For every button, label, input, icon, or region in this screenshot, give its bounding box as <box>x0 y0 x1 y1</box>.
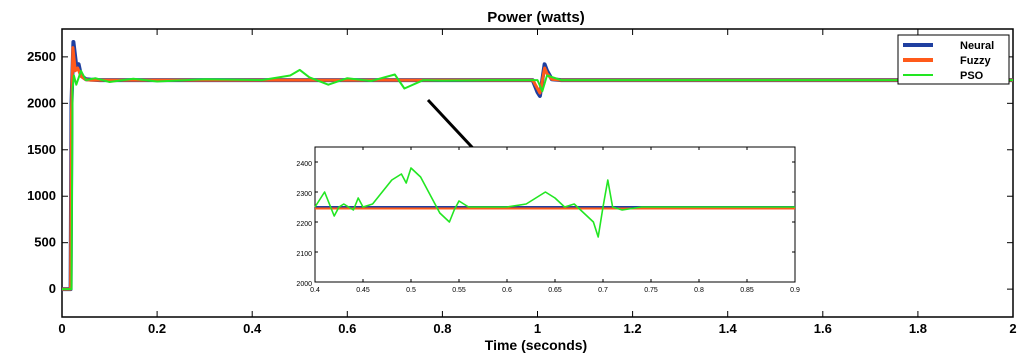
x-axis-label: Time (seconds) <box>485 337 587 353</box>
inset-ytick-label: 2200 <box>296 221 312 228</box>
main-ytick-label: 2500 <box>27 49 56 64</box>
inset-xtick-label: 0.9 <box>790 287 800 294</box>
main-xtick-label: 1.4 <box>719 321 738 336</box>
main-xtick-label: 0.4 <box>243 321 262 336</box>
inset-xtick-label: 0.85 <box>740 287 754 294</box>
main-ytick-label: 500 <box>34 235 56 250</box>
main-xtick-label: 1.2 <box>624 321 642 336</box>
inset-xtick-label: 0.5 <box>406 287 416 294</box>
inset-axis-ticks: 0.4 0.45 0.5 0.55 0.6 0.65 0.7 0.75 0.8 0.85 0.9 20… <box>296 147 800 294</box>
chart-title: Power (watts) <box>487 9 585 26</box>
main-xtick-label: 1.8 <box>909 321 927 336</box>
inset-xtick-label: 0.45 <box>356 287 370 294</box>
main-xtick-label: 0 <box>58 321 65 336</box>
legend-label-neural: Neural <box>960 40 994 52</box>
main-xtick-label: 1 <box>534 321 541 336</box>
main-series-line-fuzzy <box>62 46 1013 291</box>
inset-xtick-label: 0.55 <box>452 287 466 294</box>
main-series-line-pso <box>62 68 1013 291</box>
inset-ytick-label: 2300 <box>296 191 312 198</box>
legend: Neural Fuzzy PSO <box>897 34 1010 85</box>
main-ytick-label: 2000 <box>27 95 56 110</box>
inset-xtick-label: 0.75 <box>644 287 658 294</box>
legend-label-fuzzy: Fuzzy <box>960 55 991 67</box>
main-xtick-label: 0.8 <box>433 321 451 336</box>
main-xtick-label: 2 <box>1009 321 1016 336</box>
inset-ytick-label: 2100 <box>296 251 312 258</box>
inset-series-line-pso <box>314 167 795 238</box>
inset-xtick-label: 0.65 <box>548 287 562 294</box>
main-xtick-label: 0.6 <box>338 321 356 336</box>
inset-plot-area <box>314 146 796 283</box>
inset-ytick-label: 2400 <box>296 161 312 168</box>
inset-xtick-label: 0.6 <box>502 287 512 294</box>
inset-ytick-label: 2000 <box>296 281 312 288</box>
inset-xtick-label: 0.8 <box>694 287 704 294</box>
main-ytick-label: 1500 <box>27 142 56 157</box>
inset-xtick-label: 0.4 <box>310 287 320 294</box>
legend-label-pso: PSO <box>960 70 984 82</box>
main-ytick-label: 1000 <box>27 188 56 203</box>
inset-xtick-label: 0.7 <box>598 287 608 294</box>
main-xtick-label: 0.2 <box>148 321 166 336</box>
inset-series-group <box>314 167 795 238</box>
main-xtick-label: 1.6 <box>814 321 832 336</box>
main-ytick-label: 0 <box>49 281 56 296</box>
main-axis-ticks: 0 0.2 0.4 0.6 0.8 1 1.2 1.4 1.6 1.8 2 0 500 1000 1500 2… <box>27 29 1017 336</box>
main-series-group <box>62 40 1013 292</box>
